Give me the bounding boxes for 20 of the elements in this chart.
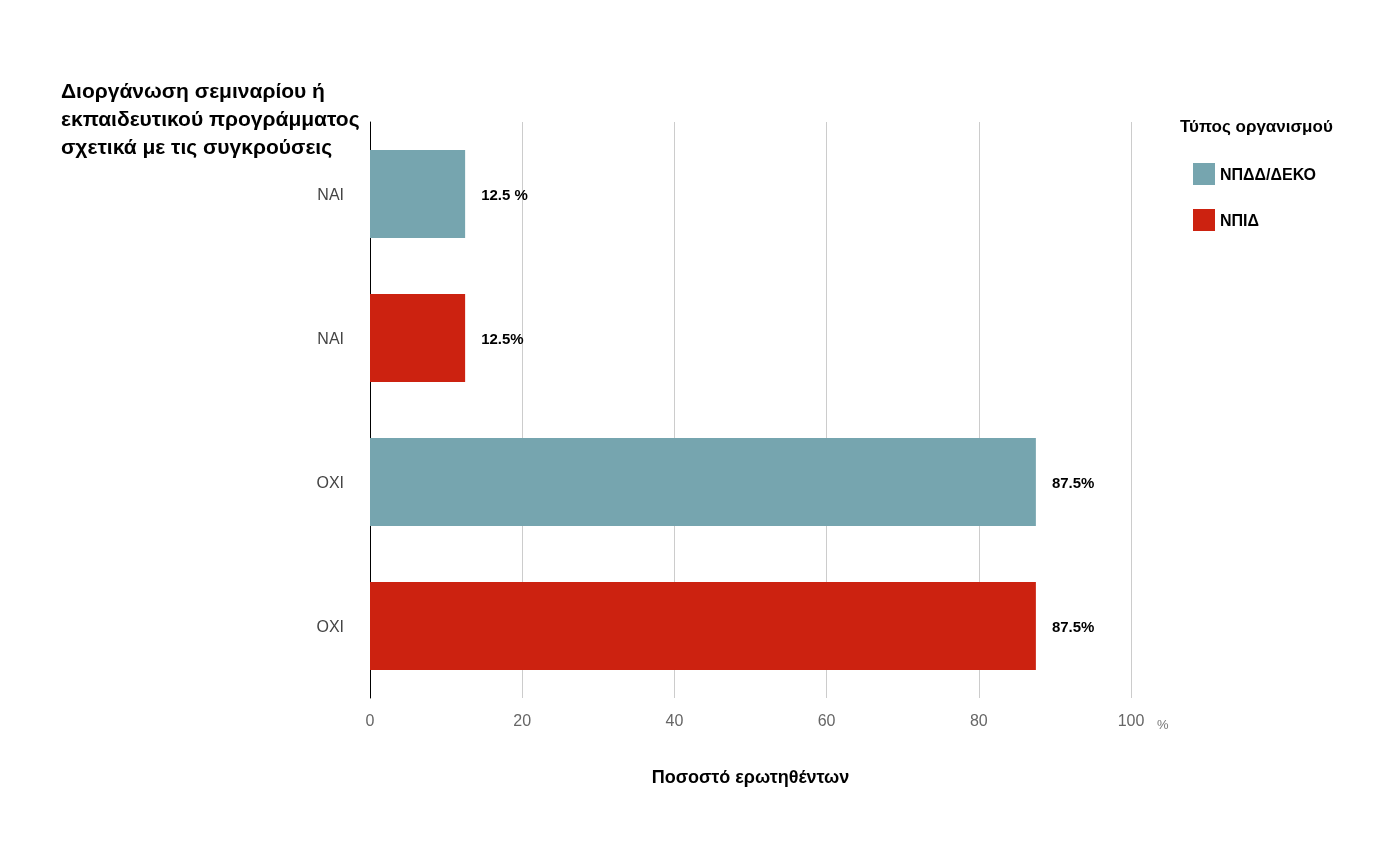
- x-tick-label: 80: [969, 711, 988, 729]
- data-label: 12.5 %: [481, 185, 528, 203]
- data-label: 87.5%: [1051, 617, 1095, 635]
- y-tick-label: ΟΧΙ: [316, 617, 344, 635]
- legend-label: ΝΠΔΔ/ΔΕΚΟ: [1220, 165, 1316, 183]
- data-label: 12.5%: [481, 329, 524, 347]
- text: %: [1157, 717, 1169, 732]
- x-tick-label: 0: [365, 711, 375, 729]
- y-tick-label: ΝΑΙ: [317, 329, 344, 347]
- y-tick-label: ΝΑΙ: [317, 185, 344, 203]
- data-label: 87.5%: [1051, 473, 1095, 491]
- x-tick-label: 100: [1117, 711, 1145, 729]
- y-tick-label: ΟΧΙ: [316, 473, 344, 491]
- x-tick-label: 60: [817, 711, 836, 729]
- x-tick-label: 40: [665, 711, 684, 729]
- x-tick-label: 20: [513, 711, 532, 729]
- y-axis-title: Διοργάνωση σεμιναρίου ή εκπαιδευτικού προγράμματος σχετικά με τις συγκρούσεις: [61, 78, 360, 159]
- x-axis-title: Ποσοστό ερωτηθέντων: [651, 767, 850, 787]
- legend-title: Τύπος οργανισμού: [1180, 117, 1333, 136]
- legend-label: ΝΠΙΔ: [1220, 211, 1260, 229]
